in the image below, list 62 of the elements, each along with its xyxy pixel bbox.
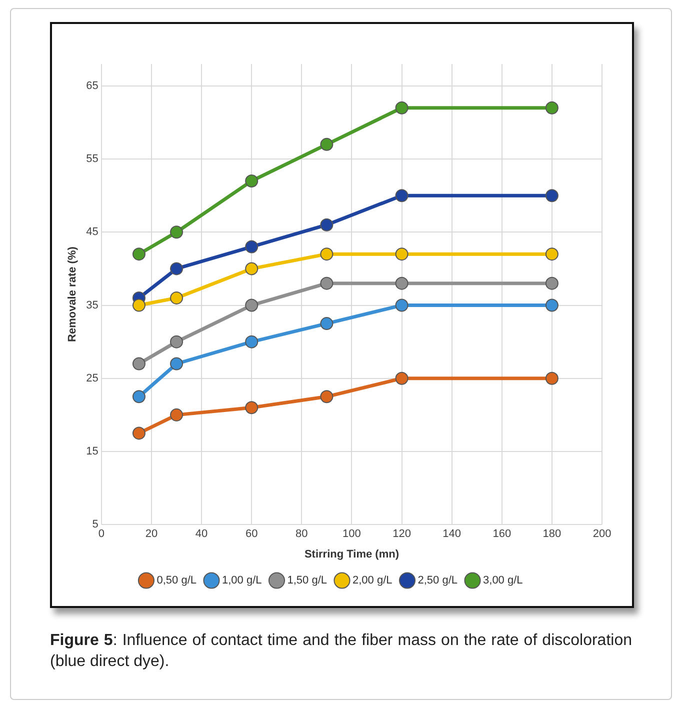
point xyxy=(320,390,334,404)
point xyxy=(320,218,334,232)
y-tick-label: 55 xyxy=(86,153,98,166)
point xyxy=(245,240,258,254)
point xyxy=(245,335,258,348)
point xyxy=(132,298,146,312)
point xyxy=(395,248,408,261)
x-tick-label: 60 xyxy=(245,528,258,540)
x-tick-label: 200 xyxy=(592,528,612,540)
point xyxy=(170,335,184,348)
x-tick-label: 140 xyxy=(442,528,462,540)
y-tick-label: 35 xyxy=(86,299,98,312)
point xyxy=(320,276,334,290)
legend-label: 2,50 g/L xyxy=(418,574,458,587)
x-tick-label: 120 xyxy=(392,528,411,540)
x-tick-label: 20 xyxy=(145,528,158,540)
y-tick-label: 45 xyxy=(86,226,98,238)
x-tick-label: 100 xyxy=(342,528,361,540)
legend-label: 2,00 g/L xyxy=(352,574,392,587)
point xyxy=(170,357,184,370)
y-tick-label: 15 xyxy=(86,446,98,458)
point xyxy=(320,317,334,330)
point xyxy=(245,174,258,188)
y-tick-label: 5 xyxy=(92,518,98,531)
point xyxy=(395,298,408,312)
point xyxy=(245,401,258,414)
point xyxy=(170,226,184,239)
caption: Figure 5: Influence of contact time and the fiber mass on the rate of discoloration (blue direct dye). xyxy=(50,631,632,672)
point xyxy=(545,276,558,290)
x-tick-label: 180 xyxy=(542,528,562,540)
point xyxy=(545,298,558,312)
point xyxy=(320,248,334,261)
point xyxy=(545,101,558,114)
point xyxy=(245,298,258,312)
y-tick-label: 65 xyxy=(86,80,98,92)
point xyxy=(395,372,408,385)
point xyxy=(320,138,334,151)
legend-label: 1,50 g/L xyxy=(287,574,328,587)
point xyxy=(170,262,184,276)
point xyxy=(245,262,258,276)
point xyxy=(395,276,408,290)
point xyxy=(395,189,408,202)
legend-label: 3,00 g/L xyxy=(483,574,523,587)
point xyxy=(545,372,558,385)
point xyxy=(170,291,184,304)
x-tick-label: 40 xyxy=(195,528,208,540)
legend-label: 1,00 g/L xyxy=(222,574,262,587)
point xyxy=(132,357,146,370)
y-axis-title: Removale rate (%) xyxy=(66,246,79,342)
y-tick-label: 25 xyxy=(86,372,98,384)
legend-label: 0,50 g/L xyxy=(156,574,196,587)
x-tick-label: 80 xyxy=(296,528,308,540)
x-tick-label: 0 xyxy=(98,528,104,540)
x-tick-label: 160 xyxy=(492,528,512,540)
x-axis-title: Stirring Time (mn) xyxy=(304,548,400,560)
point xyxy=(132,390,146,404)
point xyxy=(170,408,184,422)
point xyxy=(132,426,146,440)
point xyxy=(395,101,408,114)
point xyxy=(545,189,558,202)
point xyxy=(545,248,558,261)
point xyxy=(132,248,146,261)
